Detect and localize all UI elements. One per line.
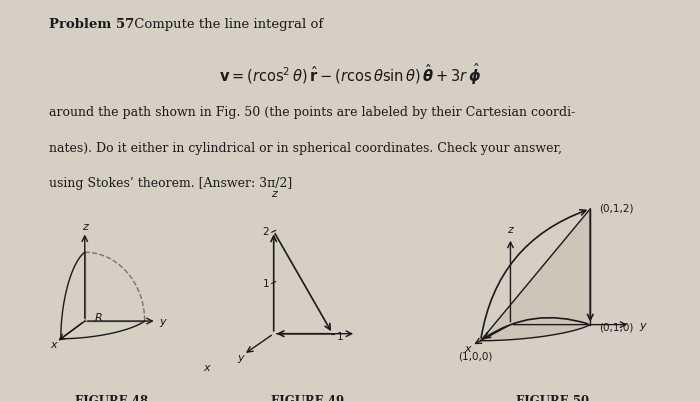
Text: (0,1,0): (0,1,0) xyxy=(598,322,633,331)
Polygon shape xyxy=(481,209,590,341)
Text: $\mathbf{v} = (r\cos^2\theta)\,\hat{\mathbf{r}} - (r\cos\theta\sin\theta)\,\hat{: $\mathbf{v} = (r\cos^2\theta)\,\hat{\mat… xyxy=(219,62,481,87)
Text: Problem 57: Problem 57 xyxy=(49,18,134,30)
Text: nates). Do it either in cylindrical or in spherical coordinates. Check your answ: nates). Do it either in cylindrical or i… xyxy=(49,141,562,154)
Text: FIGURE 49: FIGURE 49 xyxy=(272,394,344,401)
Text: 1: 1 xyxy=(337,331,344,341)
Text: z: z xyxy=(82,222,88,231)
Text: (1,0,0): (1,0,0) xyxy=(458,350,493,360)
Text: FIGURE 48: FIGURE 48 xyxy=(76,394,148,401)
Text: FIGURE 50: FIGURE 50 xyxy=(517,394,589,401)
Text: x: x xyxy=(50,339,57,349)
Text: R: R xyxy=(94,312,102,322)
Text: z: z xyxy=(508,225,513,235)
Text: y: y xyxy=(160,316,166,326)
Text: x: x xyxy=(464,343,470,353)
Text: y: y xyxy=(639,320,645,330)
Text: y: y xyxy=(237,352,244,362)
Text: around the path shown in Fig. 50 (the points are labeled by their Cartesian coor: around the path shown in Fig. 50 (the po… xyxy=(49,106,575,119)
Text: (0,1,2): (0,1,2) xyxy=(598,203,634,213)
Text: x: x xyxy=(204,363,211,372)
Text: using Stokes’ theorem. [Answer: 3π/2]: using Stokes’ theorem. [Answer: 3π/2] xyxy=(49,176,293,189)
Text: 2: 2 xyxy=(262,227,270,237)
Text: 1: 1 xyxy=(262,278,270,288)
Text: z: z xyxy=(271,188,277,198)
Text: Compute the line integral of: Compute the line integral of xyxy=(130,18,323,30)
